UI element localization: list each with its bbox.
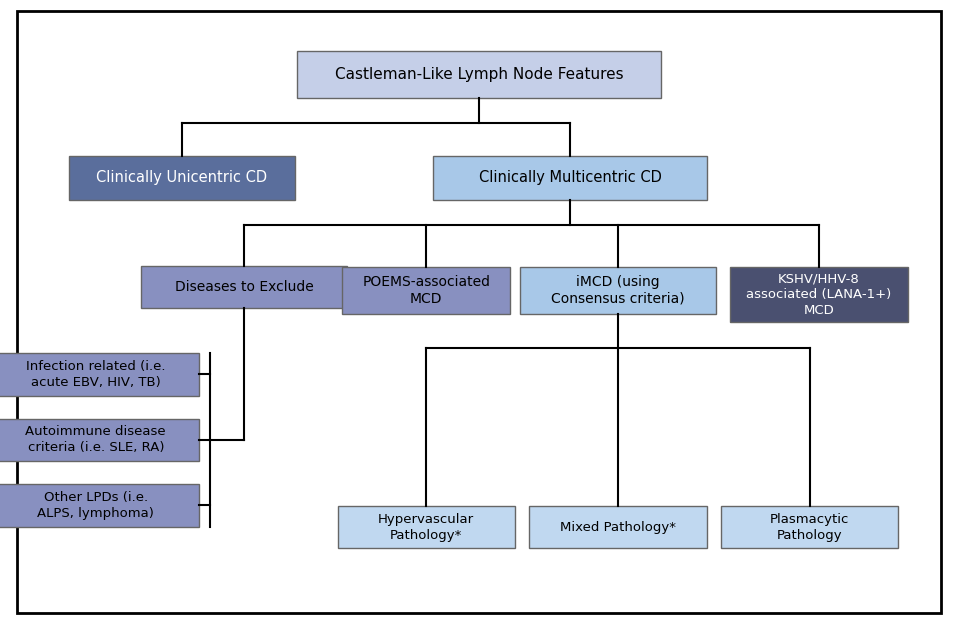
- FancyBboxPatch shape: [720, 506, 898, 548]
- FancyBboxPatch shape: [0, 484, 199, 527]
- Text: Mixed Pathology*: Mixed Pathology*: [559, 521, 676, 534]
- FancyBboxPatch shape: [519, 267, 716, 313]
- Text: Hypervascular
Pathology*: Hypervascular Pathology*: [378, 513, 474, 542]
- Text: Plasmacytic
Pathology: Plasmacytic Pathology: [770, 513, 849, 542]
- Text: iMCD (using
Consensus criteria): iMCD (using Consensus criteria): [551, 275, 685, 306]
- Text: Autoimmune disease
criteria (i.e. SLE, RA): Autoimmune disease criteria (i.e. SLE, R…: [26, 426, 166, 454]
- FancyBboxPatch shape: [730, 267, 907, 322]
- Text: POEMS-associated
MCD: POEMS-associated MCD: [362, 275, 490, 306]
- Text: Infection related (i.e.
acute EBV, HIV, TB): Infection related (i.e. acute EBV, HIV, …: [26, 360, 166, 389]
- Text: Clinically Unicentric CD: Clinically Unicentric CD: [97, 170, 267, 185]
- FancyBboxPatch shape: [142, 266, 347, 308]
- FancyBboxPatch shape: [433, 156, 707, 200]
- Text: Clinically Multicentric CD: Clinically Multicentric CD: [479, 170, 661, 185]
- FancyBboxPatch shape: [343, 267, 510, 313]
- FancyBboxPatch shape: [0, 419, 199, 461]
- Text: Diseases to Exclude: Diseases to Exclude: [175, 280, 313, 294]
- Text: Other LPDs (i.e.
ALPS, lymphoma): Other LPDs (i.e. ALPS, lymphoma): [37, 491, 154, 520]
- Text: KSHV/HHV-8
associated (LANA-1+)
MCD: KSHV/HHV-8 associated (LANA-1+) MCD: [746, 272, 892, 317]
- FancyBboxPatch shape: [338, 506, 515, 548]
- FancyBboxPatch shape: [0, 353, 199, 396]
- FancyBboxPatch shape: [70, 156, 294, 200]
- FancyBboxPatch shape: [529, 506, 707, 548]
- FancyBboxPatch shape: [297, 52, 661, 98]
- Text: Castleman-Like Lymph Node Features: Castleman-Like Lymph Node Features: [334, 67, 624, 82]
